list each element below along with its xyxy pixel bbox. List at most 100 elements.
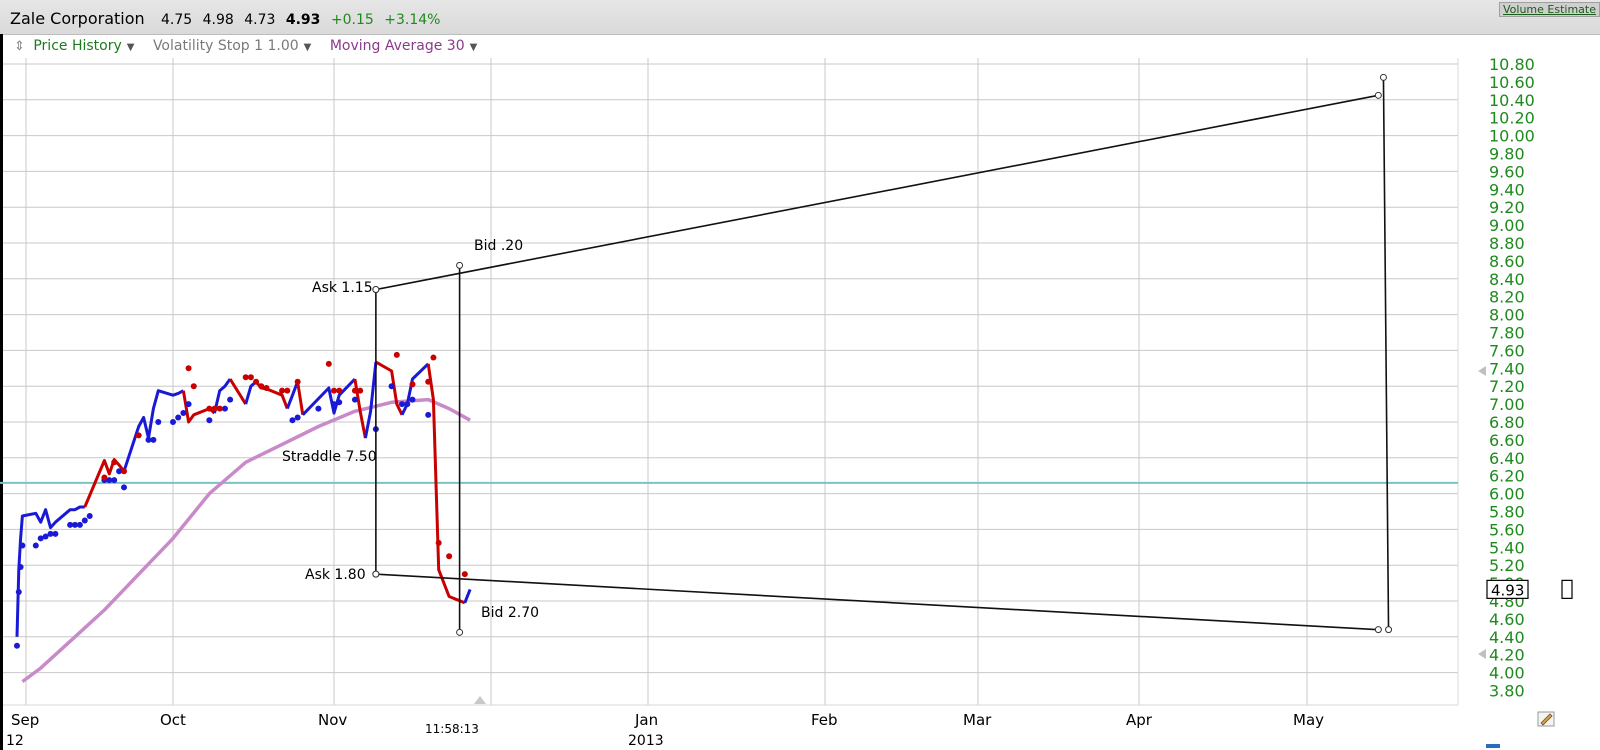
price-segment-up xyxy=(15,505,85,637)
y-tick-label: 7.00 xyxy=(1489,395,1525,414)
volatility-stop-dot-up xyxy=(425,411,432,418)
x-tick-label: Nov xyxy=(318,711,347,729)
x-tick-year-label: 2013 xyxy=(628,733,664,749)
legend-volatility-stop-label: Volatility Stop 1 1.00 xyxy=(152,38,299,54)
volatility-stop-dot-up xyxy=(294,414,301,421)
open-price: 4.75 xyxy=(161,12,193,28)
volatility-stop-dot-down xyxy=(425,378,432,385)
volatility-stop-dot-up xyxy=(86,512,93,519)
price-change-percent: +3.14% xyxy=(384,12,441,28)
price-segment-up xyxy=(122,389,185,472)
annotation-line xyxy=(1382,77,1390,630)
volatility-stop-dot-down xyxy=(258,383,265,390)
price-segment-up xyxy=(363,361,378,439)
volatility-stop-dot-up xyxy=(409,396,416,403)
price-segment-down xyxy=(83,458,126,508)
low-price: 4.73 xyxy=(244,12,276,28)
volatility-stop-dot-up xyxy=(170,419,176,425)
annotation-label-ask-1-15: Ask 1.15 xyxy=(312,280,373,296)
y-tick-label: 9.20 xyxy=(1489,198,1525,217)
volatility-stop-dot-up xyxy=(221,405,228,412)
volatility-stop-dot-down xyxy=(121,468,127,475)
y-tick-label: 7.40 xyxy=(1489,359,1525,378)
legend-moving-average-label: Moving Average 30 xyxy=(329,38,465,54)
volatility-stop-dot-down xyxy=(393,351,400,358)
y-tick-label: 8.20 xyxy=(1489,288,1525,307)
price-segment-up xyxy=(463,588,472,604)
volume-estimate-link[interactable]: Volume Estimate xyxy=(1499,2,1600,17)
time-pointer-icon xyxy=(474,696,486,704)
volatility-stop-dot-up xyxy=(180,410,187,417)
volatility-stop-dot-up xyxy=(111,477,118,484)
y-tick-label: 9.60 xyxy=(1489,162,1525,181)
y-tick-label: 5.60 xyxy=(1489,520,1525,539)
annotation-line xyxy=(375,94,1379,291)
y-tick-label: 5.40 xyxy=(1489,538,1525,557)
legend-volatility-stop[interactable]: Volatility Stop 1 1.00 ▼ xyxy=(153,38,311,54)
price-change: +0.15 xyxy=(330,12,374,28)
x-tick-label: Jan xyxy=(634,711,658,729)
annotation-label-ask-1-80: Ask 1.80 xyxy=(305,567,366,583)
annotation-handle xyxy=(456,628,464,636)
volatility-stop-dot-up xyxy=(336,399,343,406)
last-price: 4.93 xyxy=(285,12,321,28)
volatility-stop-dot-up xyxy=(52,530,59,537)
y-tick-label: 6.60 xyxy=(1489,431,1525,450)
x-tick-label: Sep xyxy=(11,711,39,729)
x-tick-label: Oct xyxy=(160,711,186,729)
scroll-up-arrow-icon xyxy=(1478,366,1486,376)
legend-moving-average[interactable]: Moving Average 30 ▼ xyxy=(330,38,478,54)
y-tick-label: 4.00 xyxy=(1489,664,1525,683)
volatility-stop-dot-down xyxy=(190,383,197,390)
volatility-stop-dot-down xyxy=(185,365,192,372)
grid-lines xyxy=(0,58,1458,705)
chevron-down-icon: ▼ xyxy=(126,42,135,53)
drag-handle-icon[interactable]: ⇕ xyxy=(14,39,25,54)
y-tick-label: 10.80 xyxy=(1489,55,1535,74)
volatility-stop-dot-down xyxy=(247,374,254,381)
y-tick-label: 10.00 xyxy=(1489,127,1535,146)
pencil-icon-body xyxy=(1540,713,1553,726)
y-tick-label: 4.40 xyxy=(1489,628,1525,647)
y-tick-label: 9.40 xyxy=(1489,180,1525,199)
price-segment-up xyxy=(244,380,258,405)
legend-price-history-label: Price History xyxy=(33,38,122,54)
y-tick-label: 6.00 xyxy=(1489,485,1525,504)
volatility-stop-dot-up xyxy=(227,396,234,403)
volatility-stop-dot-up xyxy=(72,521,78,528)
annotation-handle xyxy=(456,261,464,269)
volatility-stop-dot-up xyxy=(289,417,296,424)
y-tick-label: 10.40 xyxy=(1489,91,1535,110)
y-tick-label: 8.80 xyxy=(1489,234,1525,253)
volatility-stop-dot-down xyxy=(351,387,358,394)
volatility-stop-dot-up xyxy=(331,401,337,408)
volatility-stop-dot-up xyxy=(351,396,358,403)
volatility-stop-dot-up xyxy=(404,401,411,408)
volatility-stop-dot-down xyxy=(279,387,286,394)
y-tick-label: 4.20 xyxy=(1489,646,1525,665)
left-edge-bar xyxy=(0,34,3,750)
volatility-stop-dot-up xyxy=(17,563,24,570)
y-tick-label: 10.60 xyxy=(1489,73,1535,92)
x-tick-label: Mar xyxy=(963,711,992,729)
volatility-stop-dot-up xyxy=(76,521,83,528)
price-segment-down xyxy=(426,363,466,605)
annotation-handle xyxy=(1374,626,1382,634)
volatility-stop-dot-down xyxy=(461,571,468,578)
scroll-indicator xyxy=(1486,744,1500,748)
volatility-stop-dot-up xyxy=(106,477,113,484)
volatility-stop-dot-up xyxy=(13,642,20,649)
volatility-stop-dot-up xyxy=(42,533,49,540)
y-tick-label: 6.20 xyxy=(1489,467,1525,486)
crosshair-time-label: 11:58:13 xyxy=(425,722,479,736)
legend-price-history[interactable]: Price History ▼ xyxy=(33,38,134,54)
volatility-stop-dot-up xyxy=(37,535,44,542)
price-segment-up xyxy=(400,362,430,416)
annotation-handle xyxy=(1385,626,1393,634)
y-tick-label: 6.40 xyxy=(1489,449,1525,468)
indicator-legend: ⇕ Price History ▼ Volatility Stop 1 1.00 ▼… xyxy=(14,38,491,54)
volatility-stop-dot-up xyxy=(47,530,54,537)
title-bar: Zale Corporation 4.75 4.98 4.73 4.93 +0.… xyxy=(0,0,1600,35)
x-tick-year-label: 12 xyxy=(6,733,24,749)
